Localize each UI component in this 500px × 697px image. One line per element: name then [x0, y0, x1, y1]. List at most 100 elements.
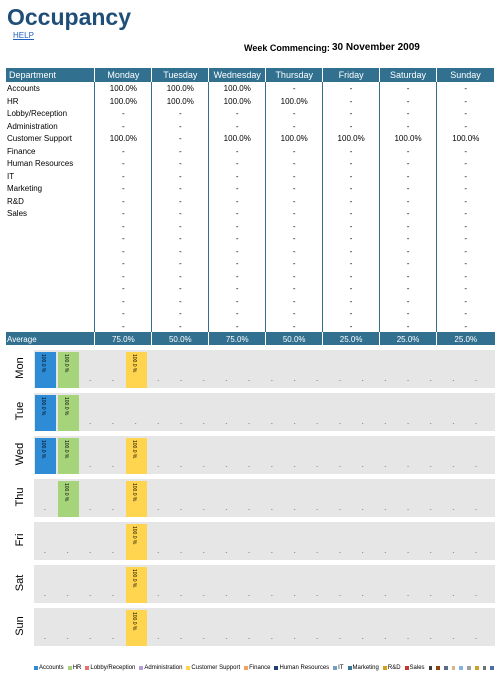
occupancy-cell: -: [265, 144, 324, 157]
bar: 100.0 %: [57, 395, 79, 431]
department-cell: Sales: [6, 207, 96, 220]
occupancy-cell: -: [94, 119, 153, 132]
empty-value-marker: -: [248, 421, 250, 427]
empty-value-marker: -: [112, 421, 114, 427]
occupancy-cell: -: [151, 144, 210, 157]
department-cell: Finance: [6, 144, 96, 157]
day-chart-fri: Fri - - - - 100.0 % - - - - - - - - - - - - - - -: [6, 519, 495, 562]
department-cell: [6, 294, 96, 307]
bar: 100.0 %: [35, 438, 56, 474]
occupancy-cell: -: [94, 194, 153, 207]
empty-value-marker: -: [271, 593, 273, 599]
legend-label: Customer Support: [191, 665, 241, 671]
occupancy-cell: -: [464, 121, 468, 131]
occupancy-cell: -: [379, 307, 438, 320]
column-header: Department: [6, 68, 96, 82]
empty-value-marker: -: [452, 636, 455, 642]
day-label: Sun: [14, 616, 26, 636]
empty-value-marker: -: [202, 550, 205, 556]
occupancy-cell: -: [94, 107, 153, 120]
empty-value-marker: -: [475, 636, 477, 642]
table-row: -------: [6, 232, 495, 245]
help-link[interactable]: HELP: [13, 31, 34, 40]
empty-value-marker: -: [44, 507, 46, 513]
occupancy-cell: -: [208, 269, 267, 282]
plot-area: - - - - 100.0 % - - - - - - - - - - - - - - -: [34, 565, 495, 603]
legend-swatch: [67, 666, 72, 670]
occupancy-cell: -: [265, 194, 324, 207]
empty-value-marker: -: [89, 636, 92, 642]
occupancy-cell: -: [322, 119, 381, 132]
empty-value-marker: -: [180, 507, 182, 513]
average-cell: 50.0%: [151, 332, 210, 345]
department-cell: Marketing: [6, 182, 96, 195]
occupancy-cell: -: [151, 294, 210, 307]
bar-data-label: 100.0 %: [130, 354, 137, 373]
empty-value-marker: -: [407, 550, 409, 556]
empty-value-marker: -: [89, 507, 92, 513]
empty-value-marker: -: [202, 593, 205, 599]
empty-value-marker: -: [475, 593, 477, 599]
bar-data-label: 100.0 %: [62, 483, 69, 502]
occupancy-cell: -: [151, 269, 210, 282]
occupancy-cell: -: [94, 257, 153, 270]
legend-swatch: [85, 666, 90, 670]
bar: 100.0 %: [57, 352, 79, 388]
empty-value-marker: -: [248, 550, 250, 556]
empty-value-marker: -: [66, 636, 69, 642]
empty-value-marker: -: [316, 550, 319, 556]
occupancy-cell: -: [464, 159, 468, 169]
average-cell: 25.0%: [379, 332, 438, 345]
table-row: -------: [6, 269, 495, 282]
empty-value-marker: -: [316, 378, 319, 384]
occupancy-cell: -: [379, 232, 438, 245]
bar-data-label: 100.0 %: [130, 440, 137, 459]
column-header: Monday: [94, 68, 153, 82]
occupancy-cell: -: [265, 82, 324, 95]
occupancy-cell: -: [322, 169, 381, 182]
column-header: Wednesday: [208, 68, 267, 82]
table-row: HR 100.0% 100.0% 100.0% 100.0% - - -: [6, 94, 495, 107]
occupancy-cell: -: [151, 282, 210, 295]
average-row: Average 75.0% 50.0% 75.0% 50.0% 25.0% 25.0% 25.…: [6, 332, 495, 345]
occupancy-cell: -: [151, 169, 210, 182]
empty-value-marker: -: [429, 550, 432, 556]
average-cell: 75.0%: [94, 332, 153, 345]
empty-value-marker: -: [452, 464, 455, 470]
legend-item: Accounts: [34, 665, 64, 671]
empty-value-marker: -: [180, 464, 182, 470]
legend-swatch: [404, 666, 409, 670]
empty-value-marker: -: [44, 550, 46, 556]
empty-value-marker: -: [271, 464, 273, 470]
occupancy-cell: -: [208, 219, 267, 232]
empty-value-marker: -: [339, 378, 341, 384]
occupancy-cell: 100.0%: [208, 94, 267, 107]
occupancy-table: Department Monday Tuesday Wednesday Thursday…: [6, 68, 495, 345]
occupancy-cell: -: [322, 207, 381, 220]
occupancy-cell: -: [208, 169, 267, 182]
empty-value-marker: -: [475, 421, 477, 427]
legend-swatch: [244, 666, 249, 670]
day-chart-mon: Mon 100.0 % 100.0 % - - 100.0 % - - - - - - - - - - - - - -…: [6, 347, 495, 390]
occupancy-cell: -: [322, 282, 381, 295]
average-label: Average: [6, 332, 96, 345]
empty-value-marker: -: [429, 507, 432, 513]
occupancy-cell: -: [464, 109, 468, 119]
occupancy-cell: -: [94, 144, 153, 157]
column-header: Sunday: [436, 68, 495, 82]
occupancy-cell: -: [379, 207, 438, 220]
plot-area: 100.0 % 100.0 % - - 100.0 % - - - - - - - - - - - - - - -: [34, 436, 495, 474]
department-cell: IT: [6, 169, 96, 182]
empty-value-marker: -: [452, 378, 455, 384]
plot-area: 100.0 % 100.0 % - - - - - - - - - - - - - - - - - -: [34, 393, 495, 431]
occupancy-cell: -: [464, 271, 468, 281]
daily-occupancy-charts: Mon 100.0 % 100.0 % - -100.0 % - - - - - - - - - - - - - -…: [6, 347, 495, 648]
empty-value-marker: -: [225, 464, 228, 470]
occupancy-cell: 100.0%: [322, 132, 381, 145]
legend-item: R&D: [382, 665, 401, 671]
empty-value-marker: -: [66, 593, 69, 599]
bar-data-label: 100.0 %: [130, 569, 137, 588]
occupancy-cell: 100.0%: [265, 132, 324, 145]
empty-value-marker: -: [384, 636, 387, 642]
empty-value-marker: -: [157, 421, 160, 427]
